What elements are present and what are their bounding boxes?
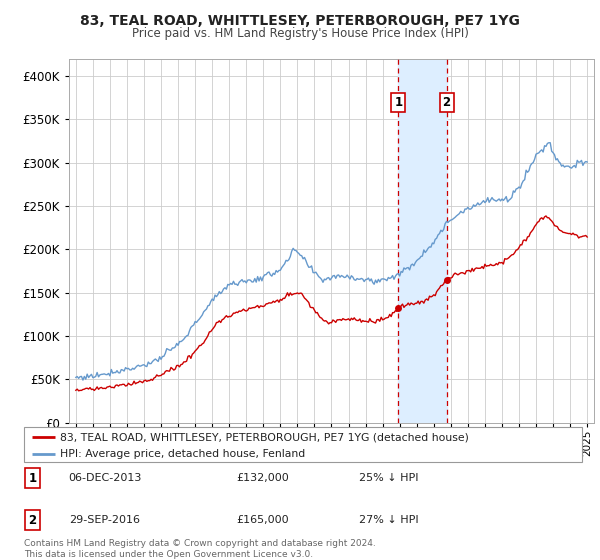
Text: £165,000: £165,000 xyxy=(236,515,289,525)
Text: 06-DEC-2013: 06-DEC-2013 xyxy=(68,473,142,483)
Text: 2: 2 xyxy=(28,514,37,527)
Text: 25% ↓ HPI: 25% ↓ HPI xyxy=(359,473,418,483)
Text: 1: 1 xyxy=(28,472,37,485)
Point xyxy=(394,304,403,313)
Text: £132,000: £132,000 xyxy=(236,473,289,483)
Text: Price paid vs. HM Land Registry's House Price Index (HPI): Price paid vs. HM Land Registry's House … xyxy=(131,27,469,40)
Text: Contains HM Land Registry data © Crown copyright and database right 2024.
This d: Contains HM Land Registry data © Crown c… xyxy=(24,539,376,559)
FancyBboxPatch shape xyxy=(24,427,582,462)
Point xyxy=(442,276,451,284)
Text: 1: 1 xyxy=(394,96,403,109)
Text: 83, TEAL ROAD, WHITTLESEY, PETERBOROUGH, PE7 1YG (detached house): 83, TEAL ROAD, WHITTLESEY, PETERBOROUGH,… xyxy=(60,432,469,442)
Text: 27% ↓ HPI: 27% ↓ HPI xyxy=(359,515,418,525)
Text: HPI: Average price, detached house, Fenland: HPI: Average price, detached house, Fenl… xyxy=(60,449,305,459)
Text: 29-SEP-2016: 29-SEP-2016 xyxy=(68,515,140,525)
Text: 83, TEAL ROAD, WHITTLESEY, PETERBOROUGH, PE7 1YG: 83, TEAL ROAD, WHITTLESEY, PETERBOROUGH,… xyxy=(80,14,520,28)
Text: 2: 2 xyxy=(442,96,451,109)
Bar xyxy=(398,59,446,423)
